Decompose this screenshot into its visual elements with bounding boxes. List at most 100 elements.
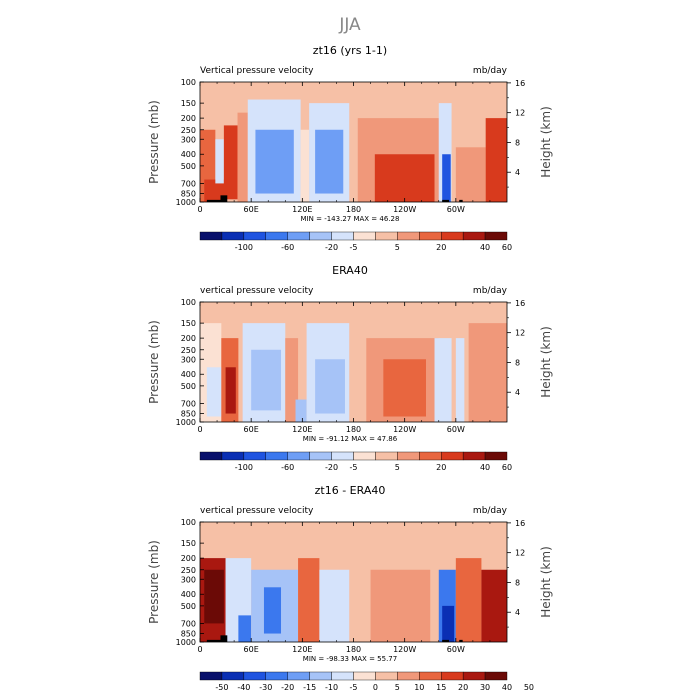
colorbar-swatch (375, 671, 398, 681)
heatmap-cell (485, 118, 507, 202)
colorbar-tick-label: -15 (303, 683, 316, 692)
colorbar-tick-label: -50 (215, 683, 228, 692)
colorbar-swatch (462, 671, 486, 681)
colorbar-tick-label: 50 (524, 683, 534, 692)
colorbar-tick-label: -100 (235, 243, 253, 252)
heatmap-cell (204, 569, 224, 624)
colorbar-tick-label: 5 (395, 243, 400, 252)
heatmap-cell (315, 129, 344, 194)
y2-tick-label: 8 (515, 138, 520, 147)
colorbar-swatch (484, 671, 508, 681)
colorbar-swatch (265, 671, 288, 681)
colorbar-tick-label: -100 (235, 463, 253, 472)
y-tick-label: 200 (181, 554, 196, 563)
colorbar-tick-label: -10 (325, 683, 338, 692)
heatmap-cell (223, 125, 238, 200)
x-tick-label: 60E (244, 645, 259, 654)
colorbar-tick-label: -60 (281, 463, 294, 472)
colorbar-swatch (331, 231, 354, 241)
min-max-stats: MIN = -98.33 MAX = 55.77 (303, 655, 397, 663)
y-tick-label: 250 (181, 346, 196, 355)
colorbar-tick-label: 5 (395, 683, 400, 692)
y2-axis-label: Height (km) (539, 326, 553, 397)
colorbar-tick-label: 40 (502, 683, 512, 692)
heatmap-cell (251, 349, 282, 411)
panel-variable-label: Vertical pressure velocity (200, 66, 314, 76)
topography-mask (220, 195, 228, 202)
x-tick-label: 180 (346, 425, 361, 434)
colorbar-tick-label: -40 (237, 683, 250, 692)
panel-variable-label: vertical pressure velocity (200, 506, 314, 516)
topography-mask (206, 199, 226, 202)
panel-units-label: mb/day (473, 66, 508, 76)
y-tick-label: 1000 (176, 638, 196, 647)
x-tick-label: 120W (393, 425, 416, 434)
colorbar-tick-label: -20 (325, 243, 338, 252)
colorbar-tick-label: 5 (395, 463, 400, 472)
y-tick-label: 500 (181, 162, 196, 171)
topography-mask (459, 639, 463, 642)
colorbar-swatch (309, 231, 332, 241)
colorbar-swatch (353, 451, 376, 461)
y-tick-label: 100 (181, 518, 196, 527)
y-tick-label: 200 (181, 334, 196, 343)
y2-tick-label: 4 (515, 168, 520, 177)
colorbar-tick-label: 20 (436, 243, 446, 252)
panel-title: ERA40 (332, 264, 368, 277)
y-tick-label: 300 (181, 135, 196, 144)
colorbar-swatch (221, 451, 245, 461)
heatmap-cell (238, 615, 252, 642)
y-tick-label: 700 (181, 179, 196, 188)
heatmap-cell (468, 323, 507, 422)
y-tick-label: 300 (181, 355, 196, 364)
y2-tick-label: 4 (515, 388, 520, 397)
panel-units-label: mb/day (473, 286, 508, 296)
heatmap-cell (374, 154, 435, 202)
x-tick-label: 60W (447, 645, 465, 654)
panel-title: zt16 - ERA40 (315, 484, 386, 497)
topography-mask (459, 199, 463, 202)
colorbar-swatch (462, 231, 486, 241)
min-max-stats: MIN = -91.12 MAX = 47.86 (303, 435, 398, 443)
y-tick-label: 500 (181, 382, 196, 391)
colorbar-tick-label: -5 (350, 463, 358, 472)
x-tick-label: 60E (244, 205, 259, 214)
colorbar-tick-label: 40 (480, 243, 490, 252)
y-tick-label: 400 (181, 590, 196, 599)
colorbar-swatch (287, 231, 310, 241)
heatmap-cell (225, 367, 236, 414)
colorbar-swatch (331, 671, 354, 681)
panel-variable-label: vertical pressure velocity (200, 286, 314, 296)
colorbar-swatch (419, 671, 442, 681)
colorbar-tick-label: 15 (436, 683, 446, 692)
y-tick-label: 400 (181, 150, 196, 159)
y-tick-label: 100 (181, 78, 196, 87)
x-tick-label: 0 (197, 645, 202, 654)
heatmap-cell (285, 338, 299, 422)
y-tick-label: 400 (181, 370, 196, 379)
x-tick-label: 180 (346, 205, 361, 214)
min-max-stats: MIN = -143.27 MAX = 46.28 (301, 215, 400, 223)
heatmap-cell (383, 359, 426, 417)
y2-tick-label: 16 (515, 299, 525, 308)
colorbar-tick-label: 40 (480, 463, 490, 472)
y2-tick-label: 12 (515, 329, 525, 338)
topography-mask (442, 639, 450, 642)
colorbar-tick-label: 60 (502, 243, 512, 252)
colorbar-tick-label: 20 (436, 463, 446, 472)
x-tick-label: 120E (292, 205, 312, 214)
colorbar-swatch (441, 671, 464, 681)
colorbar-swatch (441, 451, 464, 461)
colorbar-swatch (199, 671, 223, 681)
colorbar-tick-label: 30 (480, 683, 490, 692)
colorbar-swatch (484, 231, 508, 241)
colorbar-swatch (243, 451, 266, 461)
x-tick-label: 120E (292, 425, 312, 434)
heatmap-cell (434, 338, 452, 422)
heatmap-cell (255, 129, 294, 194)
colorbar-tick-label: 20 (458, 683, 468, 692)
heatmap-cell (455, 338, 465, 422)
panel-title: zt16 (yrs 1-1) (313, 44, 387, 57)
y2-tick-label: 8 (515, 578, 520, 587)
heatmap-cell (442, 605, 455, 642)
